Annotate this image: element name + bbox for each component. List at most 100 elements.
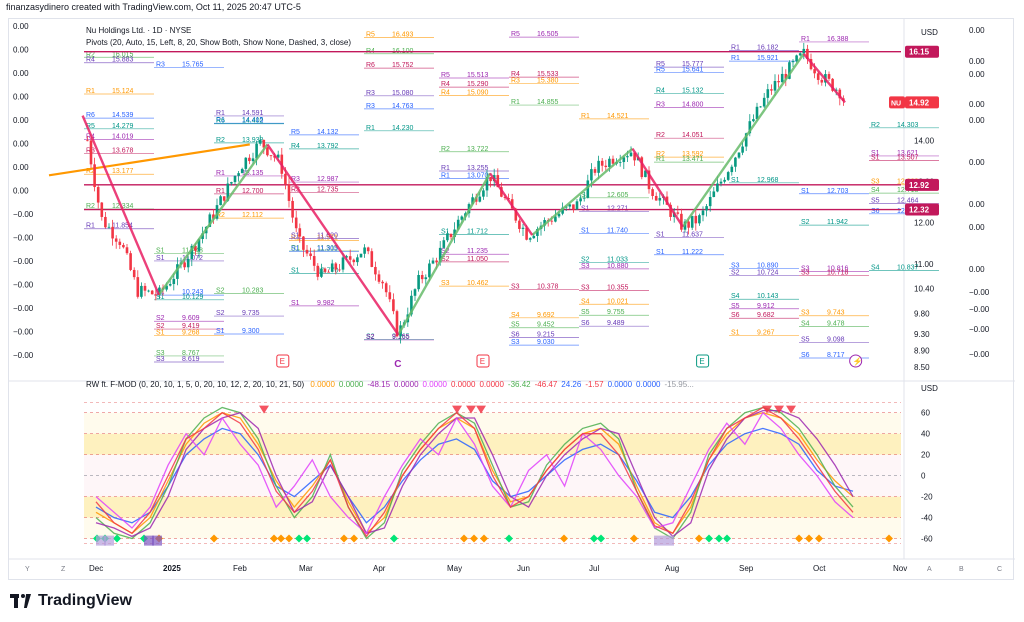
candle-body: [147, 290, 150, 292]
candle-body: [93, 164, 96, 188]
candle-body: [701, 210, 705, 216]
pivot-level-name: R3: [366, 103, 375, 110]
signal-diamond: [113, 534, 121, 543]
oscillator-series-line: [95, 427, 854, 524]
pivot-level-value: 12.703: [827, 188, 849, 195]
timeframe-button[interactable]: Y: [25, 566, 30, 573]
pivot-level-name: R2: [86, 203, 95, 210]
candle-body: [680, 213, 683, 230]
pivot-level-value: 11.637: [682, 232, 703, 239]
right-axis-label: 0.00: [969, 26, 985, 35]
pivot-level-name: R4: [511, 71, 520, 78]
timeframe-button[interactable]: B: [959, 566, 964, 573]
timeframe-button[interactable]: A: [927, 566, 932, 573]
pivot-level-name: S1: [291, 267, 300, 274]
oscillator-value: -48.15: [367, 380, 391, 389]
candle-body: [298, 228, 302, 237]
left-axis-label: −0.00: [13, 304, 34, 313]
price-axis-tick: 11.00: [914, 260, 934, 269]
pivot-level-value: 16.505: [537, 31, 559, 38]
pivot-level-value: 13.792: [317, 143, 339, 150]
lower-zone: [84, 517, 901, 539]
candle-body: [791, 61, 795, 63]
pivot-level-name: S2: [366, 334, 375, 341]
candle-body: [762, 97, 766, 107]
candle-body: [618, 162, 622, 163]
candle-body: [345, 256, 348, 258]
pivot-level-name: S5: [801, 336, 810, 343]
pivot-level-value: 15.132: [682, 88, 704, 95]
pivots-indicator-label[interactable]: Pivots (20, Auto, 15, Left, 8, 20, Show …: [86, 38, 352, 47]
signal-diamond: [303, 534, 311, 543]
candle-body: [795, 55, 798, 62]
signal-diamond: [210, 534, 218, 543]
candle-body: [388, 292, 392, 300]
chart-frame[interactable]: 0.00 0.00 0.00 0.00 0.00 0.00 0.00 0.00 −0.00 −0.…: [8, 18, 1015, 581]
price-axis-badge-text: 16.15: [909, 48, 930, 57]
pivot-level-value: 14.402: [242, 118, 264, 125]
pivot-level-name: S1: [731, 329, 740, 336]
pivot-level-value: 11.050: [467, 256, 488, 263]
oversold-marker: [144, 535, 154, 546]
candle-body: [726, 172, 730, 180]
right-axis-label: −0.00: [969, 305, 990, 314]
candle-body: [143, 285, 147, 291]
candle-body: [132, 269, 136, 278]
candle-body: [593, 169, 597, 173]
candle-body: [525, 227, 528, 240]
upper-zone: [84, 412, 901, 434]
event-marker-letter: E: [699, 357, 704, 366]
oscillator-legend[interactable]: RW ft. F-MOD (0, 20, 10, 1, 5, 0, 20, 10…: [86, 380, 702, 389]
right-axis-label: 0.00: [969, 116, 985, 125]
left-axis-label: 0.00: [13, 46, 29, 55]
pivot-level-name: S2: [216, 287, 225, 294]
candle-body: [168, 284, 172, 286]
price-axis-tick: 9.80: [914, 309, 930, 318]
left-axis-label: −0.00: [13, 210, 34, 219]
oscillator-value: 0.0000: [310, 380, 335, 389]
candle-body: [287, 184, 291, 201]
pivot-level-value: 9.912: [757, 303, 775, 310]
candle-body: [489, 177, 492, 182]
timeframe-button[interactable]: C: [997, 566, 1002, 573]
pivot-level-name: S2: [581, 257, 590, 264]
candle-body: [222, 196, 226, 201]
oscillator-value: 0.0000: [394, 380, 419, 389]
pivot-level-name: S4: [511, 312, 520, 319]
pivot-level-value: 15.090: [467, 89, 489, 96]
overbought-marker: [774, 405, 784, 414]
candle-body: [575, 201, 579, 210]
oscillator-values: 0.0000 0.0000 -48.15 0.0000 0.0000 0.0000 0.00…: [310, 380, 697, 389]
pivot-level-name: R2: [871, 122, 880, 129]
candle-body: [816, 73, 820, 80]
price-axis-tick: 9.30: [914, 330, 930, 339]
symbol-title[interactable]: Nu Holdings Ltd. · 1D · NYSE: [86, 26, 192, 35]
pivot-level-name: S1: [441, 229, 450, 236]
x-axis-label: Apr: [373, 564, 386, 573]
pivot-level-name: S3: [156, 356, 165, 363]
left-axis-label: −0.00: [13, 257, 34, 266]
candle-body: [528, 238, 532, 240]
pivot-level-value: 13.255: [467, 165, 489, 172]
pivot-level-name: S5: [581, 309, 590, 316]
pivot-level-value: 10.770: [317, 267, 339, 274]
timeframe-button[interactable]: Z: [61, 566, 66, 573]
oscillator-value: 0.0000: [450, 380, 476, 389]
candle-body: [773, 81, 777, 91]
candle-body: [420, 274, 424, 280]
pivot-level-value: 11.033: [607, 257, 628, 264]
pivot-level-value: 15.124: [112, 88, 134, 95]
candle-body: [194, 245, 197, 251]
pivot-level-name: R1: [656, 156, 665, 163]
pivot-level-value: 11.620: [317, 232, 338, 239]
pivot-level-value: 12.735: [317, 186, 339, 193]
overbought-marker: [259, 405, 269, 414]
candle-body: [471, 197, 474, 205]
candle-body: [532, 235, 536, 239]
candle-body: [424, 277, 428, 280]
pivot-level-name: R2: [86, 168, 95, 175]
pivot-level-name: R1: [731, 44, 740, 51]
x-axis-label: 2025: [163, 564, 181, 573]
chart-svg[interactable]: 0.00 0.00 0.00 0.00 0.00 0.00 0.00 0.00 −0.00 −0.…: [9, 19, 1015, 581]
pivot-level-name: S1: [871, 155, 880, 162]
